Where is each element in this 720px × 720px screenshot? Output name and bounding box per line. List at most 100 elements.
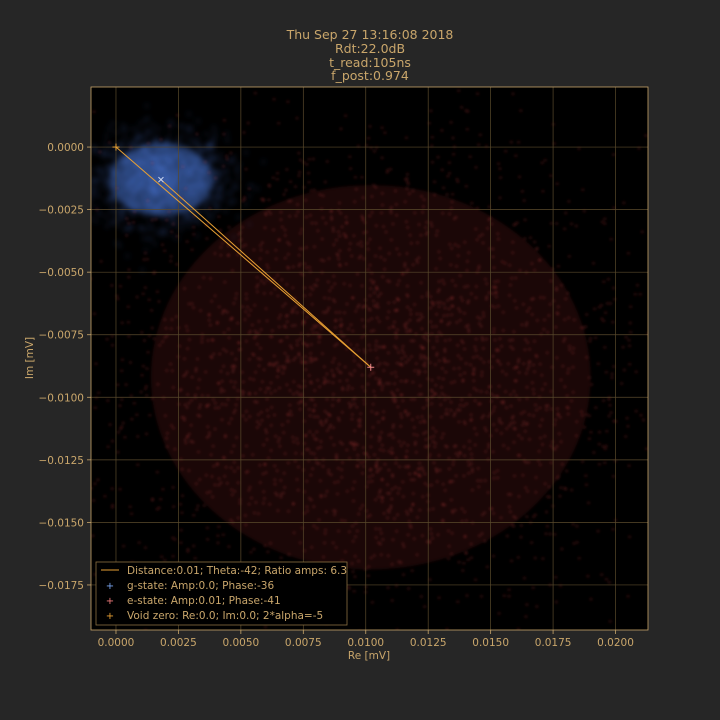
- e-state-shot: [379, 381, 383, 385]
- e-state-shot: [236, 481, 240, 485]
- e-state-shot: [94, 396, 98, 400]
- e-state-shot: [387, 301, 391, 305]
- e-state-shot: [285, 701, 288, 704]
- e-state-shot: [375, 316, 379, 320]
- e-state-shot: [257, 319, 261, 323]
- e-state-shot: [283, 702, 286, 705]
- e-state-shot: [511, 251, 515, 255]
- e-state-shot: [365, 241, 369, 245]
- e-state-shot: [220, 241, 224, 245]
- e-state-shot: [389, 211, 393, 215]
- e-state-shot: [133, 210, 137, 214]
- g-state-shot: [173, 166, 178, 170]
- e-state-shot: [338, 264, 342, 268]
- g-state-shot: [170, 197, 174, 201]
- e-state-shot: [279, 495, 283, 499]
- e-state-shot: [347, 401, 351, 405]
- e-state-shot: [556, 264, 560, 268]
- e-state-shot: [585, 313, 589, 316]
- e-state-shot: [331, 392, 335, 396]
- e-state-shot: [580, 413, 584, 417]
- e-state-shot: [436, 290, 440, 294]
- e-state-shot: [324, 311, 328, 314]
- g-state-shot: [215, 179, 219, 183]
- e-state-shot: [272, 97, 276, 101]
- e-state-shot: [392, 325, 396, 329]
- e-state-shot: [106, 445, 110, 449]
- e-state-shot: [386, 586, 390, 590]
- e-state-shot: [352, 347, 356, 351]
- e-state-shot: [292, 358, 296, 362]
- e-state-shot: [399, 561, 403, 564]
- g-state-shot: [104, 215, 108, 219]
- legend: Distance:0.01; Theta:-42; Ratio amps: 6.…: [95, 561, 348, 626]
- g-state-shot: [107, 197, 111, 202]
- e-state-shot: [555, 222, 559, 225]
- g-state-shot: [94, 149, 98, 153]
- e-state-shot: [395, 247, 399, 251]
- g-state-shot: [137, 205, 142, 209]
- e-state-shot: [433, 392, 437, 396]
- e-state-shot: [477, 322, 481, 326]
- e-state-shot: [611, 527, 615, 531]
- e-state-shot: [229, 518, 233, 522]
- e-state-shot: [211, 338, 215, 342]
- e-state-shot: [440, 436, 444, 440]
- legend-e-state-label: e-state: Amp:0.01; Phase:-41: [127, 595, 281, 607]
- e-state-shot: [428, 436, 432, 440]
- e-state-shot: [372, 389, 376, 393]
- e-state-shot: [385, 316, 389, 320]
- state-markers: [112, 143, 375, 371]
- e-state-shot: [396, 388, 399, 392]
- e-state-shot: [159, 497, 163, 501]
- e-state-shot: [121, 421, 125, 425]
- e-state-shot: [402, 441, 406, 445]
- e-state-shot: [420, 415, 424, 419]
- e-state-shot: [514, 276, 518, 280]
- e-state-shot: [279, 210, 283, 214]
- e-state-shot: [450, 313, 454, 317]
- e-state-shot: [549, 389, 553, 393]
- e-state-shot: [299, 337, 303, 341]
- e-state-shot: [366, 247, 370, 251]
- g-state-shot: [144, 147, 148, 151]
- e-state-shot: [367, 565, 371, 569]
- e-state-shot: [397, 487, 401, 491]
- e-state-shot: [246, 470, 250, 473]
- e-state-shot: [547, 244, 551, 248]
- e-state-shot: [625, 416, 629, 420]
- e-state-shot: [518, 175, 521, 179]
- e-state-shot: [332, 374, 336, 378]
- e-state-shot: [497, 611, 501, 615]
- e-state-shot: [285, 383, 289, 387]
- e-state-shot: [419, 312, 423, 316]
- e-state-shot: [438, 257, 442, 260]
- e-state-shot: [386, 516, 390, 520]
- e-state-shot: [362, 231, 366, 235]
- g-state-shot: [186, 144, 190, 149]
- e-state-shot: [396, 298, 400, 302]
- e-state-shot: [421, 346, 425, 350]
- e-state-shot: [396, 328, 399, 332]
- e-state-shot: [280, 278, 284, 282]
- g-state-cloud: [91, 104, 265, 272]
- e-state-shot: [545, 408, 548, 412]
- e-state-shot: [415, 553, 419, 557]
- e-state-shot: [301, 79, 304, 82]
- g-state-shot: [140, 268, 144, 272]
- e-state-shot: [309, 343, 313, 346]
- e-state-shot: [274, 434, 278, 438]
- e-state-shot: [287, 360, 291, 363]
- e-state-shot: [322, 555, 325, 559]
- g-state-shot: [155, 153, 159, 157]
- e-state-shot: [137, 541, 141, 545]
- e-state-shot: [387, 326, 391, 330]
- e-state-shot: [654, 371, 657, 374]
- e-state-shot: [247, 488, 251, 492]
- e-state-shot: [362, 348, 366, 352]
- e-state-shot: [511, 92, 515, 96]
- e-state-shot: [287, 552, 291, 556]
- e-state-shot: [300, 392, 304, 396]
- e-state-shot: [155, 507, 159, 511]
- e-state-shot: [309, 285, 312, 289]
